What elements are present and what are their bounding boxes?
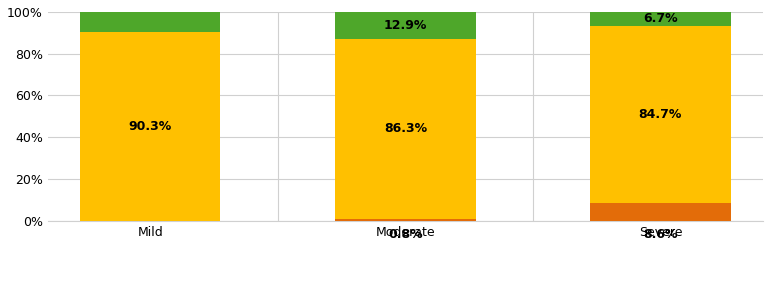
Text: 8.6%: 8.6% xyxy=(643,228,678,241)
Text: 6.7%: 6.7% xyxy=(643,12,678,25)
Bar xyxy=(80,32,220,221)
Bar xyxy=(591,26,731,203)
Bar xyxy=(591,12,731,26)
Bar xyxy=(335,39,476,219)
Bar xyxy=(591,203,731,221)
Text: 90.3%: 90.3% xyxy=(129,120,172,133)
Text: 0.8%: 0.8% xyxy=(388,228,423,241)
Text: 86.3%: 86.3% xyxy=(383,123,427,136)
Text: 84.7%: 84.7% xyxy=(639,108,682,121)
Bar xyxy=(335,12,476,39)
Text: 12.9%: 12.9% xyxy=(383,19,427,32)
Bar xyxy=(80,12,220,32)
Bar xyxy=(335,219,476,221)
